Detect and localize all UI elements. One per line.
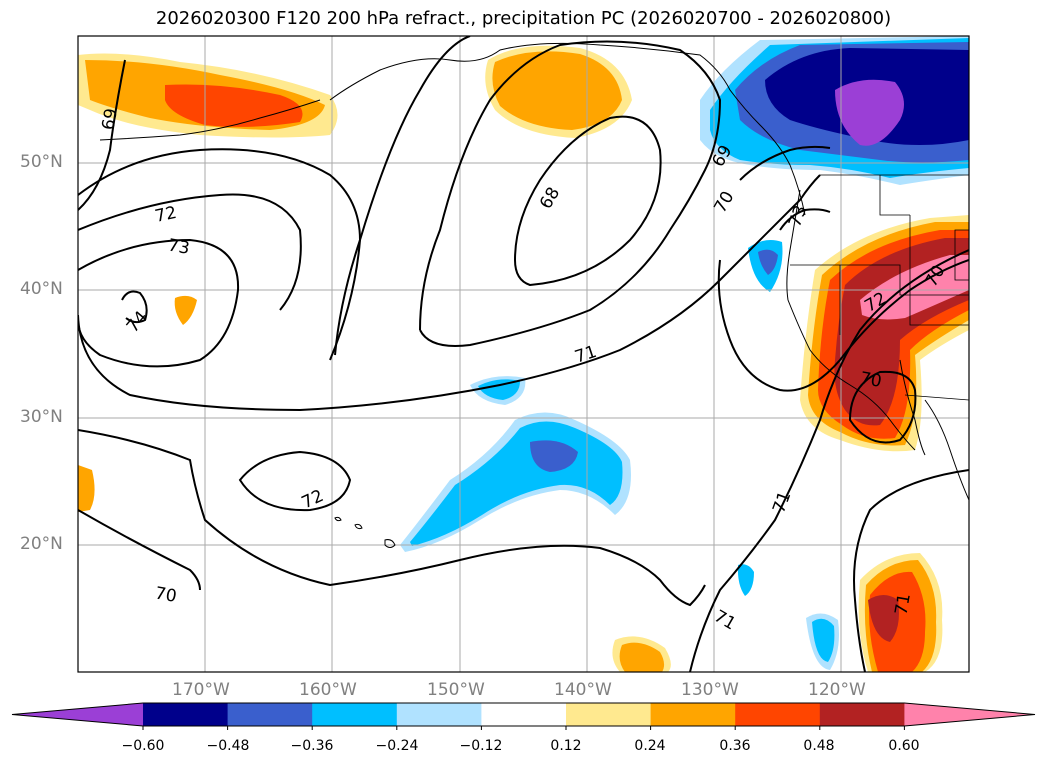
colorbar-tick-label: −0.48 [206,738,250,754]
contour-71-se [853,469,969,672]
colorbar-segment [312,703,398,726]
colorbar-tick-label: 0.24 [634,738,666,754]
positive-anomaly-s-small-2 [619,642,665,672]
colorbar-segment [819,703,905,726]
colorbar-tick-label: −0.36 [290,738,334,754]
contour-label: 70 [153,583,178,606]
contour-72-sw [238,450,352,512]
contour-label: 71 [891,592,914,617]
lat-label: 40°N [20,279,63,299]
negative-anomaly-small-4 [758,249,778,275]
negative-anomaly-small-7 [737,564,754,596]
contour-label: 70 [858,368,883,391]
colorbar-segment [227,703,313,726]
positive-anomaly-small-w [174,295,197,325]
contour-68 [513,115,662,287]
contour-71 [78,174,821,412]
colorbar-tick-label: −0.60 [121,738,165,754]
positive-anomaly-goa-inner [492,51,622,131]
colorbar-segment [566,703,652,726]
lon-label: 120°W [808,680,866,700]
contour-70-center [334,36,471,356]
map-frame [77,35,970,673]
colorbar-segment [481,703,567,726]
negative-anomaly-ne-5 [835,79,904,146]
mexico-coast [924,399,969,501]
contour-71-south [689,249,969,672]
lon-label: 160°W [299,680,357,700]
coastlines [99,42,969,548]
contour-69-center [419,40,722,347]
contour-label: 73 [166,235,191,258]
contour-72-east [717,259,969,392]
positive-anomaly-s-4 [868,595,899,642]
colorbar-segment [735,703,821,726]
lon-label: 140°W [554,680,612,700]
hawaii-2 [354,523,363,530]
map-title: 2026020300 F120 200 hPa refract., precip… [155,8,892,29]
contour-71-sw [78,429,706,607]
contour-69-west [78,59,126,211]
negative-anomaly-small-2 [478,379,520,400]
colorbar-segment [650,703,736,726]
positive-anomaly-small-w2 [78,465,95,512]
negative-anomaly-small-6 [812,618,835,662]
aleutian-islands [99,99,321,141]
lat-label: 50°N [20,152,63,172]
contour-70-sw [78,509,201,591]
graticule [78,36,969,672]
colorbar-extend-min [12,703,143,726]
colorbar [11,702,1036,730]
lon-label: 130°W [681,680,739,700]
lat-label: 30°N [20,407,63,427]
lon-label: 150°W [427,680,485,700]
contour-label: 72 [153,203,178,227]
colorbar-tick-label: 0.12 [550,738,582,754]
contour-70-ca [848,370,917,444]
colorbar-tick-label: 0.60 [888,738,920,754]
hawaii-3 [334,516,342,522]
lon-label: 170°W [172,680,230,700]
colorbar-tick-label: −0.24 [375,738,419,754]
alaska-coast [329,42,806,216]
colorbar-extend-max [904,703,1035,726]
baja-coast [899,359,926,456]
contour-label: 69 [98,107,121,132]
lat-label: 20°N [20,534,63,554]
colorbar-segment [143,703,229,726]
contour-70-east [739,145,831,181]
contour-70-west [78,148,362,361]
colorbar-tick-label: −0.12 [459,738,503,754]
contour-73-east [779,208,831,231]
contour-73-west [78,238,240,368]
colorbar-segment [396,703,482,726]
hawaii-1 [384,539,396,548]
colorbar-tick-label: 0.36 [719,738,751,754]
negative-anomaly-cp-3 [530,440,578,472]
contour-72-west [78,193,302,311]
west-coast [786,189,916,451]
contour-74-west [121,290,148,324]
refractivity-contours [78,36,969,672]
colorbar-tick-label: 0.48 [803,738,835,754]
